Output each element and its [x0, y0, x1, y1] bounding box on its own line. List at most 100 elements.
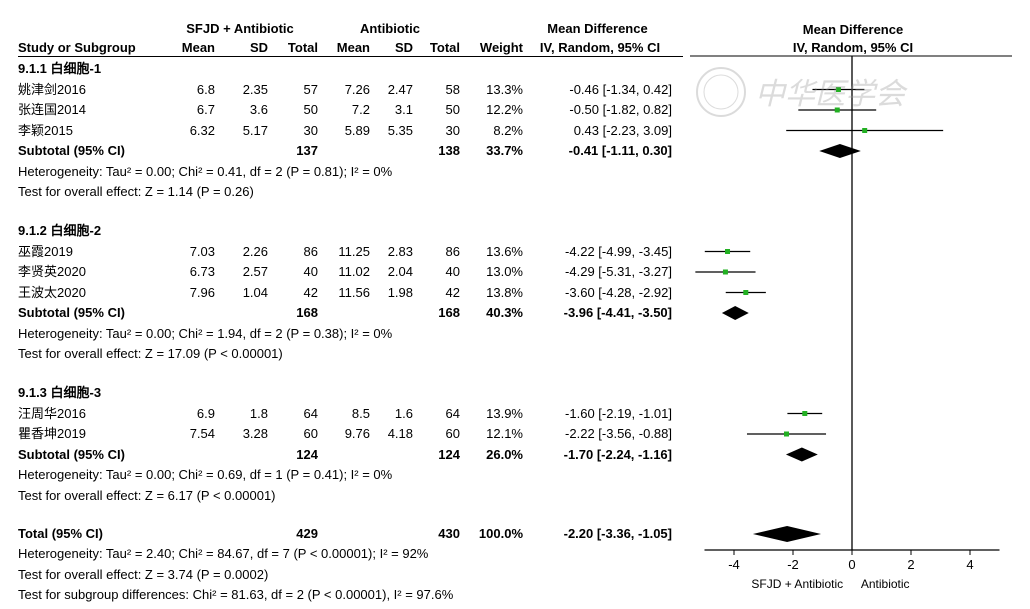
study-sd2: 1.6	[394, 405, 413, 421]
subtotal-diamond	[752, 526, 822, 542]
subtotal-diamond	[721, 306, 749, 320]
subgroup-title: 9.1.3 白细胞-3	[18, 385, 102, 400]
study-ci: -3.60 [-4.28, -2.92]	[565, 284, 672, 300]
study-sd1: 2.35	[242, 81, 268, 97]
subgroup-title: 9.1.2 白细胞-2	[18, 223, 102, 238]
overall-effect-text: Test for overall effect: Z = 1.14 (P = 0…	[18, 184, 254, 199]
study-total1: 64	[303, 405, 318, 421]
study-total1: 42	[303, 284, 318, 300]
study-mean1: 6.32	[189, 122, 215, 138]
study-ci: -0.50 [-1.82, 0.82]	[569, 102, 672, 117]
favours-right-label: Antibiotic	[861, 577, 910, 591]
study-total2: 30	[445, 122, 460, 138]
watermark-seal-inner-icon	[703, 74, 739, 110]
study-ci: -0.46 [-1.34, 0.42]	[569, 81, 672, 97]
subtotal-label: Total (95% CI)	[18, 526, 103, 541]
subtotal-weight: 33.7%	[486, 143, 523, 158]
subtotal-total1: 168	[296, 305, 318, 320]
study-weight: 13.8%	[486, 284, 523, 300]
study-marker	[862, 128, 868, 133]
header-weight: Weight	[479, 40, 523, 55]
study-sd1: 3.6	[249, 102, 268, 117]
header-md-title: Mean Difference	[547, 21, 648, 36]
study-ci: 0.43 [-2.23, 3.09]	[573, 122, 672, 138]
study-weight: 13.6%	[486, 243, 523, 259]
header-study: Study or Subgroup	[18, 40, 136, 55]
header-mean2: Mean	[336, 40, 370, 55]
header-sd1: SD	[249, 40, 268, 55]
x-axis-tick-label: -4	[728, 557, 740, 572]
study-mean1: 7.96	[189, 284, 215, 300]
study-marker	[725, 249, 731, 254]
header-group1: SFJD + Antibiotic	[186, 21, 294, 36]
header-rule	[18, 56, 683, 57]
study-marker	[835, 87, 841, 92]
study-mean2: 5.89	[344, 122, 370, 138]
heterogeneity-text: Heterogeneity: Tau² = 0.00; Chi² = 0.69,…	[18, 467, 393, 482]
subtotal-ci: -2.20 [-3.36, -1.05]	[563, 526, 672, 541]
study-mean2: 11.02	[338, 264, 370, 279]
study-sd2: 5.35	[387, 122, 413, 138]
plot-subtitle: IV, Random, 95% CI	[793, 40, 913, 55]
subtotal-ci: -0.41 [-1.11, 0.30]	[568, 143, 672, 158]
study-marker	[784, 431, 790, 437]
subtotal-ci: -3.96 [-4.41, -3.50]	[563, 305, 672, 320]
study-total2: 86	[445, 243, 460, 259]
study-total1: 40	[303, 264, 318, 279]
study-sd2: 1.98	[387, 284, 413, 300]
header-group2: Antibiotic	[360, 21, 420, 36]
subtotal-diamond	[785, 447, 818, 462]
subtotal-label: Subtotal (95% CI)	[18, 446, 125, 462]
subtotal-weight: 26.0%	[486, 446, 523, 462]
subtotal-ci: -1.70 [-2.24, -1.16]	[563, 446, 672, 462]
study-name: 李颖2015	[18, 122, 73, 138]
study-total2: 64	[445, 405, 460, 421]
study-mean2: 11.25	[338, 243, 370, 259]
overall-effect-text: Test for overall effect: Z = 17.09 (P < …	[18, 346, 283, 361]
subtotal-total1: 137	[296, 143, 318, 158]
total-overall-effect-text: Test for overall effect: Z = 3.74 (P = 0…	[18, 567, 269, 582]
plot-marks: -4 -2 0 2 4 SFJD + Antibiotic Antibiotic	[695, 56, 1000, 591]
study-mean1: 6.73	[189, 264, 215, 279]
study-sd2: 4.18	[387, 426, 413, 441]
subgroup-title: 9.1.1 白细胞-1	[18, 61, 102, 76]
x-axis-tick-label: 0	[848, 557, 855, 572]
subtotal-weight: 100.0%	[478, 526, 523, 541]
subtotal-total1: 429	[296, 526, 318, 541]
study-marker	[802, 411, 808, 416]
study-sd1: 3.28	[242, 426, 268, 441]
plot-title: Mean Difference	[803, 22, 903, 37]
study-sd1: 5.17	[242, 122, 268, 138]
study-weight: 13.3%	[486, 81, 523, 97]
subgroup-differences-text: Test for subgroup differences: Chi² = 81…	[18, 587, 454, 602]
study-weight: 8.2%	[493, 122, 523, 138]
header-md-sub: IV, Random, 95% CI	[539, 40, 661, 55]
study-name: 姚津剑2016	[18, 81, 86, 97]
study-mean1: 7.54	[189, 426, 215, 441]
header-total1: Total	[287, 40, 318, 55]
study-name: 王波太2020	[18, 284, 86, 300]
study-ci: -1.60 [-2.19, -1.01]	[565, 405, 672, 421]
study-name: 汪周华2016	[18, 405, 86, 421]
study-marker	[722, 269, 728, 275]
study-sd2: 2.47	[387, 81, 413, 97]
subtotal-weight: 40.3%	[486, 305, 523, 320]
total-heterogeneity-text: Heterogeneity: Tau² = 2.40; Chi² = 84.67…	[18, 546, 429, 561]
x-axis-tick-label: 2	[907, 557, 914, 572]
study-mean1: 7.03	[189, 243, 215, 259]
study-mean2: 7.2	[351, 102, 370, 117]
subtotal-total2: 168	[438, 305, 460, 320]
study-sd1: 1.8	[249, 405, 268, 421]
study-weight: 12.1%	[486, 426, 523, 441]
study-mean2: 7.26	[344, 81, 370, 97]
study-sd2: 2.04	[387, 264, 413, 279]
heterogeneity-text: Heterogeneity: Tau² = 0.00; Chi² = 0.41,…	[18, 163, 393, 179]
study-mean2: 8.5	[351, 405, 370, 421]
header-mean1: Mean	[181, 40, 215, 55]
watermark-seal-icon	[696, 67, 746, 117]
subtotal-label: Subtotal (95% CI)	[18, 305, 125, 320]
forest-table: SFJD + Antibiotic Antibiotic Mean Differ…	[18, 21, 683, 602]
study-total2: 60	[445, 426, 460, 441]
x-axis-tick-label: 4	[966, 557, 973, 572]
